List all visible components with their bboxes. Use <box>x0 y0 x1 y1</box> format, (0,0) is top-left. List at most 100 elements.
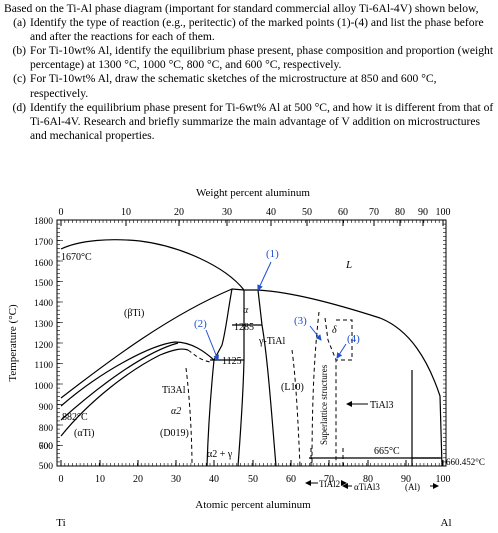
top-tick-label: 100 <box>436 207 451 218</box>
bottom-axis-labels: 0 10 20 30 40 50 60 70 80 90 100 <box>59 474 451 485</box>
y-tick-label: 1500 <box>34 279 53 289</box>
question-text: Based on the Ti-Al phase diagram (import… <box>4 2 494 143</box>
phase-labels: 1670°C L (βTi) α 1285 1125 γ-TiAl δ Ti3A… <box>61 252 485 492</box>
dashed-ti3al-right <box>185 367 193 467</box>
top-tick-label: 90 <box>418 207 428 218</box>
bottom-tick-label: 40 <box>209 474 219 485</box>
top-tick-label: 50 <box>302 207 312 218</box>
y-tick-label: 700 <box>39 442 54 452</box>
y-tick-label: 600 <box>39 442 54 452</box>
y-tick-label: 1300 <box>34 320 53 330</box>
label-superlattice: Superlattice structures <box>319 364 329 445</box>
label-delta: δ <box>332 325 337 336</box>
bottom-tick-label: 60 <box>286 474 296 485</box>
marker-2-arrow <box>205 329 219 361</box>
dashed-gamma-inner <box>291 349 301 467</box>
label-665: 665°C <box>374 446 400 457</box>
label-alpha: α <box>243 305 249 316</box>
top-tick-label: 80 <box>395 207 405 218</box>
minor-ticks <box>57 219 446 467</box>
label-l10: (L10) <box>281 382 304 393</box>
marker-1-label: (1) <box>266 248 279 260</box>
dashed-delta-right <box>336 319 353 361</box>
marker-3-arrow <box>309 325 322 341</box>
y-tick-label: 1800 <box>34 217 53 227</box>
phase-boundaries <box>60 239 443 467</box>
y-tick-label: 1000 <box>34 382 53 392</box>
liquidus-left <box>60 239 443 467</box>
y-tick-label: 1600 <box>34 259 53 269</box>
label-1670: 1670°C <box>61 252 92 263</box>
bottom-tick-label: 70 <box>324 474 334 485</box>
alpha2-boundary <box>206 359 215 467</box>
marker-3-label: (3) <box>294 315 307 327</box>
y-axis-title: Temperature (°C) <box>7 304 19 382</box>
label-882: 882°C <box>62 412 88 423</box>
label-liquid: L <box>345 259 352 271</box>
label-tial3: TiAl3 <box>370 400 394 411</box>
label-d019: (D019) <box>160 428 189 439</box>
question-item-text: Identify the equilibrium phase present f… <box>30 100 494 142</box>
alpha-left-boundary <box>60 342 179 421</box>
bottom-axis-title: Atomic percent aluminum <box>195 499 311 511</box>
bottom-tick-label: 0 <box>59 474 64 485</box>
top-tick-label: 30 <box>222 207 232 218</box>
reaction-marker-labels: (1) (2) (3) (4) <box>194 248 360 345</box>
label-alpha2: α2 <box>171 406 181 417</box>
reaction-markers <box>205 261 347 361</box>
dashed-boundaries <box>185 311 353 467</box>
bottom-tick-label: 50 <box>248 474 258 485</box>
dashed-superlattice <box>311 311 320 467</box>
label-al: (Al) <box>405 482 420 492</box>
top-axis-labels: 0 10 20 30 40 50 60 70 80 90 100 <box>59 207 451 218</box>
y-tick-label: 500 <box>39 462 54 472</box>
plot-frame <box>56 219 447 467</box>
question-item-d: (d) Identify the equilibrium phase prese… <box>4 101 494 143</box>
label-660: 660.452°C <box>446 457 485 467</box>
top-axis-title: Weight percent aluminum <box>196 187 310 199</box>
marker-1-arrow <box>257 261 272 291</box>
top-tick-label: 0 <box>59 207 64 218</box>
label-alpha-tial3: αTiAl3 <box>354 482 380 492</box>
y-tick-label: 1400 <box>34 299 53 309</box>
question-intro: Based on the Ti-Al phase diagram (import… <box>4 2 479 15</box>
label-alpha2-gamma: α2 + γ <box>207 449 233 460</box>
question-item-text: For Ti-10wt% Al, draw the schematic sket… <box>30 72 437 100</box>
label-ti3al: Ti3Al <box>162 385 186 396</box>
question-item-label: (d) <box>12 100 26 114</box>
alpha-alpha2-boundary <box>60 348 189 437</box>
gamma-right <box>257 289 277 467</box>
label-alpha-ti: (αTi) <box>74 428 94 439</box>
question-item-text: Identify the type of reaction (e.g., per… <box>30 16 484 44</box>
dashed-alpha-boundary <box>187 349 211 363</box>
top-tick-label: 70 <box>369 207 379 218</box>
label-beta-ti: (βTi) <box>124 308 144 319</box>
element-ti-label: Ti <box>56 517 65 529</box>
alpha-field <box>213 288 233 361</box>
y-tick-label: 1100 <box>34 361 53 371</box>
label-1125: 1125 <box>222 356 242 367</box>
top-tick-label: 40 <box>266 207 276 218</box>
bottom-tick-label: 90 <box>401 474 411 485</box>
top-tick-label: 60 <box>338 207 348 218</box>
y-tick-label: 900 <box>39 403 54 413</box>
question-item-label: (a) <box>13 16 26 30</box>
beta-solvus-lower <box>60 341 215 407</box>
label-tial2: TiAl2 <box>319 479 340 489</box>
question-item-c: (c) For Ti-10wt% Al, draw the schematic … <box>4 72 494 100</box>
question-item-label: (c) <box>13 72 26 86</box>
label-1285: 1285 <box>234 322 254 333</box>
top-tick-label: 20 <box>174 207 184 218</box>
bottom-tick-label: 10 <box>95 474 105 485</box>
bottom-axis-major-ticks <box>60 460 444 466</box>
beta-alpha-boundary <box>60 288 245 399</box>
question-item-b: (b) For Ti-10wt% Al, identify the equili… <box>4 44 494 72</box>
question-item-a: (a) Identify the type of reaction (e.g.,… <box>4 16 494 44</box>
top-tick-label: 10 <box>121 207 131 218</box>
bottom-tick-label: 100 <box>436 474 451 485</box>
bottom-tick-label: 20 <box>133 474 143 485</box>
element-al-label: Al <box>441 517 452 529</box>
bottom-tick-label: 80 <box>363 474 373 485</box>
y-tick-label: 1700 <box>34 238 53 248</box>
